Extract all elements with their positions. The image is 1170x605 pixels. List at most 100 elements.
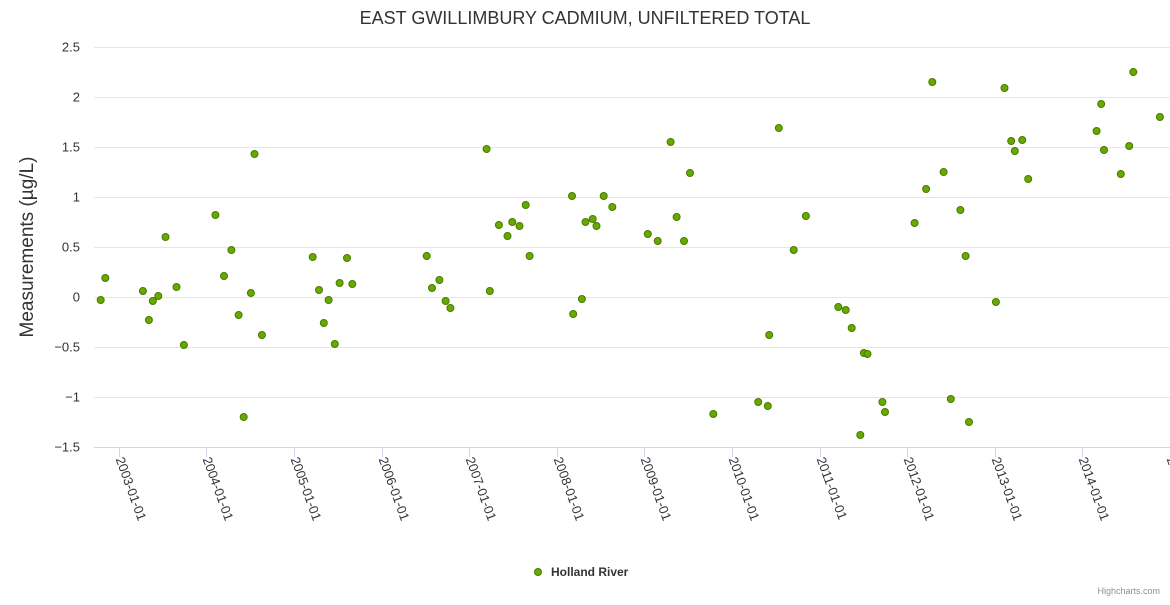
data-point[interactable]: [348, 280, 357, 288]
data-point[interactable]: [428, 284, 436, 292]
data-point[interactable]: [592, 222, 601, 230]
data-point[interactable]: [308, 253, 317, 261]
legend-label[interactable]: Holland River: [551, 565, 629, 579]
data-point[interactable]: [525, 252, 534, 260]
data-point[interactable]: [653, 237, 662, 245]
data-point[interactable]: [928, 78, 937, 86]
data-point[interactable]: [211, 211, 220, 219]
data-point[interactable]: [581, 218, 590, 226]
data-point[interactable]: [138, 287, 147, 295]
data-point[interactable]: [250, 150, 259, 158]
data-point[interactable]: [148, 297, 157, 305]
data-point[interactable]: [666, 138, 675, 146]
data-point[interactable]: [503, 232, 512, 240]
data-point[interactable]: [789, 246, 798, 254]
data-point[interactable]: [234, 311, 243, 319]
data-point[interactable]: [435, 276, 444, 284]
data-point[interactable]: [910, 219, 919, 227]
data-point[interactable]: [763, 402, 772, 410]
data-point[interactable]: [494, 221, 503, 229]
data-point[interactable]: [96, 296, 105, 304]
data-point[interactable]: [881, 408, 889, 416]
data-point[interactable]: [179, 341, 188, 349]
data-point[interactable]: [1000, 84, 1009, 92]
data-point[interactable]: [956, 206, 965, 214]
data-point[interactable]: [709, 410, 718, 418]
data-point[interactable]: [754, 398, 763, 406]
data-point[interactable]: [330, 340, 339, 348]
data-point[interactable]: [1007, 137, 1016, 145]
data-point[interactable]: [686, 169, 694, 177]
data-point[interactable]: [863, 350, 872, 358]
data-point[interactable]: [569, 310, 578, 318]
data-point[interactable]: [801, 212, 810, 220]
x-tick-label: 2015-01-01: [1164, 455, 1170, 523]
data-point[interactable]: [1125, 142, 1134, 150]
y-tick-label: 2: [73, 90, 80, 105]
data-point[interactable]: [227, 246, 236, 254]
data-point[interactable]: [422, 252, 431, 260]
data-point[interactable]: [922, 185, 931, 193]
data-point[interactable]: [101, 274, 110, 282]
data-point[interactable]: [246, 289, 255, 297]
credits-link[interactable]: Highcharts.com: [1097, 586, 1160, 596]
x-tick-label: 2004-01-01: [200, 455, 237, 523]
data-point[interactable]: [315, 286, 323, 294]
data-point[interactable]: [577, 295, 586, 303]
data-point[interactable]: [1116, 170, 1125, 178]
data-point[interactable]: [946, 395, 955, 403]
data-point[interactable]: [1129, 68, 1138, 76]
data-point[interactable]: [680, 237, 688, 245]
data-point[interactable]: [441, 297, 450, 305]
data-point[interactable]: [599, 192, 608, 200]
data-point[interactable]: [672, 213, 681, 221]
data-point[interactable]: [765, 331, 774, 339]
data-point[interactable]: [847, 324, 856, 332]
data-point[interactable]: [939, 168, 948, 176]
data-point[interactable]: [161, 233, 170, 241]
data-point[interactable]: [319, 319, 328, 327]
data-point[interactable]: [1018, 136, 1027, 144]
data-points: [96, 68, 1164, 439]
data-point[interactable]: [1097, 100, 1106, 108]
data-point[interactable]: [220, 272, 228, 280]
data-point[interactable]: [482, 145, 491, 153]
data-point[interactable]: [239, 413, 248, 421]
data-point[interactable]: [343, 254, 351, 262]
x-tick-label: 2012-01-01: [901, 455, 938, 523]
data-point[interactable]: [834, 303, 843, 311]
x-axis-tick-labels: 2003-01-01 2004-01-01 2005-01-01 2006-01-01…: [113, 455, 1170, 523]
data-point[interactable]: [608, 203, 617, 211]
data-point[interactable]: [508, 218, 517, 226]
data-point[interactable]: [856, 431, 865, 439]
data-point[interactable]: [257, 331, 266, 339]
data-point[interactable]: [841, 306, 850, 314]
data-point[interactable]: [515, 222, 524, 230]
data-point[interactable]: [154, 292, 163, 300]
x-axis: [94, 447, 1170, 457]
data-point[interactable]: [774, 124, 783, 132]
data-point[interactable]: [961, 252, 970, 260]
data-point[interactable]: [568, 192, 576, 200]
data-point[interactable]: [588, 215, 597, 223]
data-point[interactable]: [991, 298, 1000, 306]
data-point[interactable]: [1092, 127, 1101, 135]
data-point[interactable]: [1024, 175, 1033, 183]
data-point[interactable]: [335, 279, 344, 287]
gridlines: [94, 47, 1170, 448]
data-point[interactable]: [1155, 113, 1164, 121]
data-point[interactable]: [172, 283, 181, 291]
data-point[interactable]: [878, 398, 887, 406]
y-tick-label: 1.5: [62, 140, 80, 155]
data-point[interactable]: [324, 296, 333, 304]
data-point[interactable]: [521, 201, 530, 209]
data-point[interactable]: [446, 304, 455, 312]
data-point[interactable]: [1010, 147, 1019, 155]
data-point[interactable]: [485, 287, 494, 295]
legend[interactable]: Holland River: [534, 565, 629, 579]
data-point[interactable]: [144, 316, 153, 324]
data-point[interactable]: [1100, 146, 1108, 154]
y-axis-title: Measurements (µg/L): [17, 157, 38, 338]
data-point[interactable]: [965, 418, 973, 426]
data-point[interactable]: [643, 230, 652, 238]
